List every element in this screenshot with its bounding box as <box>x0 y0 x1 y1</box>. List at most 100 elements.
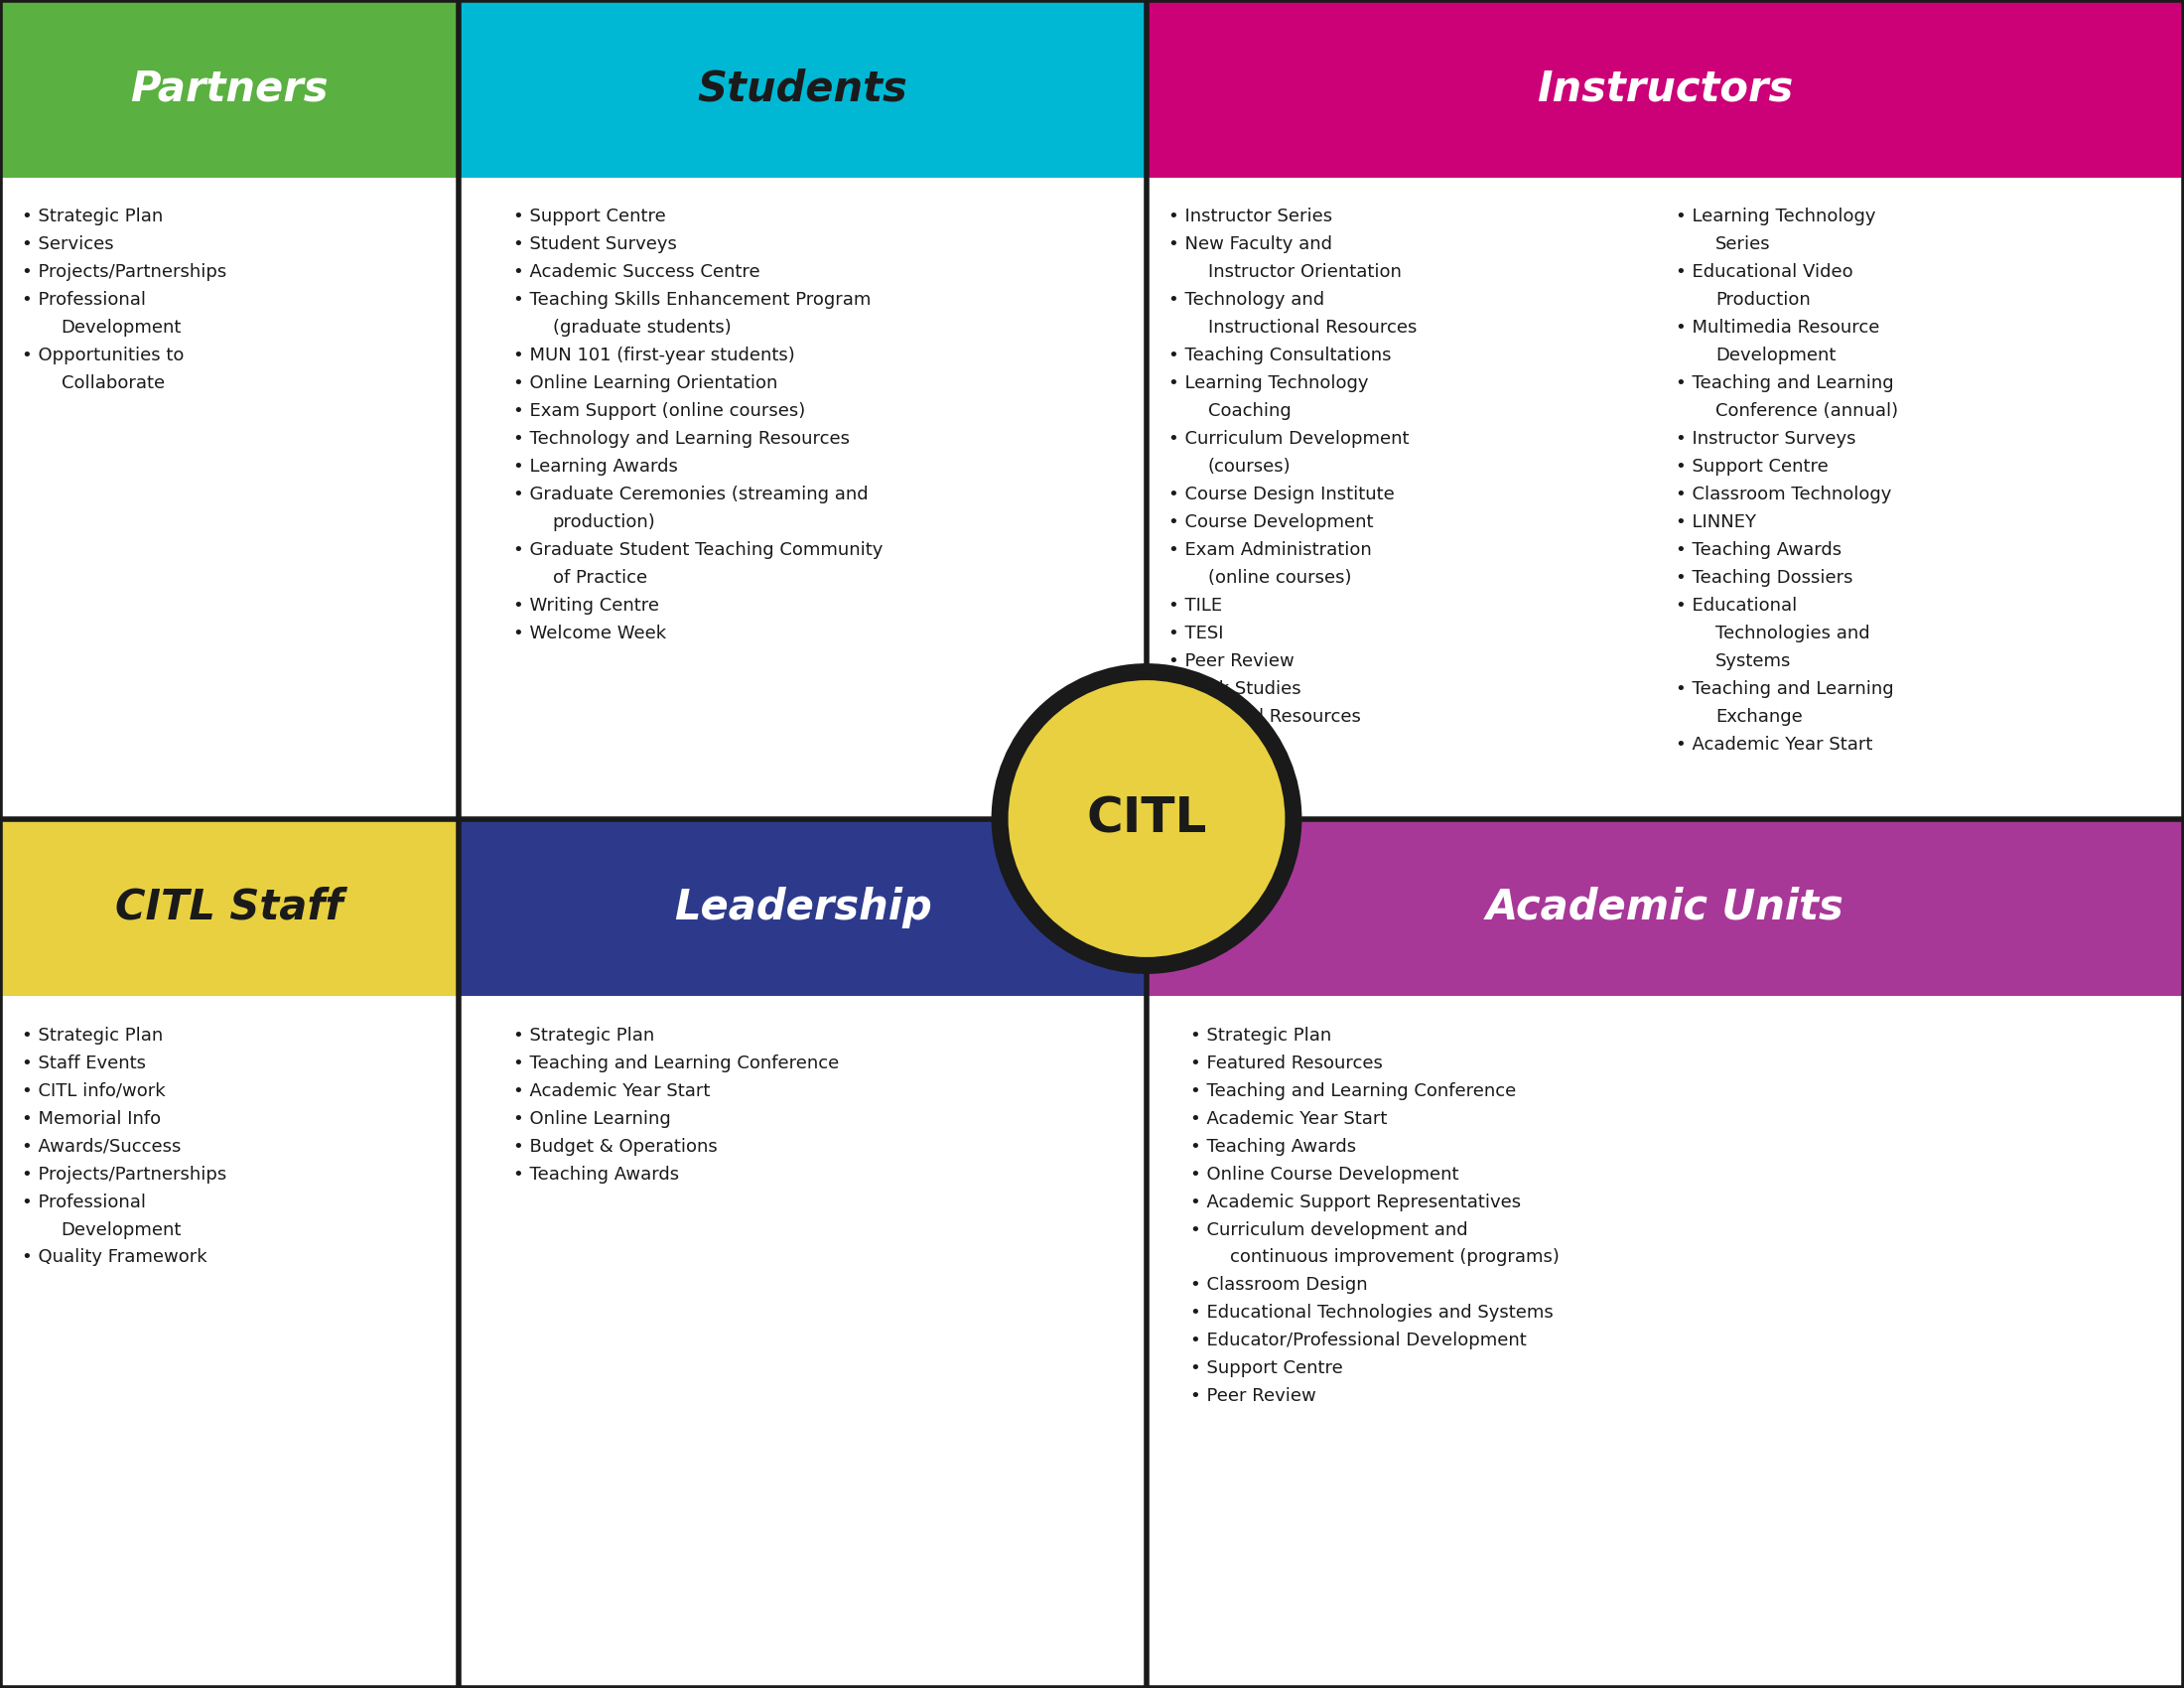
Text: • Professional: • Professional <box>22 1193 146 1210</box>
Text: CITL: CITL <box>1085 795 1208 842</box>
Text: • Teaching and Learning: • Teaching and Learning <box>1677 375 1894 392</box>
Text: • Teaching Consultations: • Teaching Consultations <box>1168 346 1391 365</box>
Text: • TILE: • TILE <box>1168 596 1223 614</box>
Text: • Services: • Services <box>22 235 114 253</box>
Text: • Projects/Partnerships: • Projects/Partnerships <box>22 263 227 282</box>
Text: • Academic Year Start: • Academic Year Start <box>513 1082 710 1101</box>
Text: • Professional: • Professional <box>22 290 146 309</box>
Bar <box>0 0 459 819</box>
Text: • Peer Review: • Peer Review <box>1190 1388 1317 1406</box>
Text: • Graduate Ceremonies (streaming and: • Graduate Ceremonies (streaming and <box>513 486 869 503</box>
Text: • New Faculty and: • New Faculty and <box>1168 235 1332 253</box>
Text: • Teaching Awards: • Teaching Awards <box>1190 1138 1356 1155</box>
Text: • Exam Support (online courses): • Exam Support (online courses) <box>513 402 806 420</box>
Text: • Teaching Awards: • Teaching Awards <box>1677 542 1841 559</box>
Text: • Online Course Development: • Online Course Development <box>1190 1165 1459 1183</box>
Text: • Staff Events: • Staff Events <box>22 1053 146 1072</box>
Text: • Educational: • Educational <box>1677 596 1797 614</box>
Text: • Educational Technologies and Systems: • Educational Technologies and Systems <box>1190 1305 1553 1322</box>
Text: • Curriculum development and: • Curriculum development and <box>1190 1220 1468 1239</box>
Text: • Teaching and Learning: • Teaching and Learning <box>1677 680 1894 697</box>
Ellipse shape <box>1009 680 1284 957</box>
Text: • Educational Video: • Educational Video <box>1677 263 1854 282</box>
Bar <box>0 819 459 996</box>
Text: • Support Centre: • Support Centre <box>1677 457 1828 476</box>
Text: • Strategic Plan: • Strategic Plan <box>1190 1026 1332 1045</box>
Text: Partners: Partners <box>131 68 328 110</box>
Text: • Writing Centre: • Writing Centre <box>513 596 660 614</box>
Text: • Budget & Operations: • Budget & Operations <box>513 1138 719 1155</box>
Text: • CITL info/work: • CITL info/work <box>22 1082 166 1101</box>
Text: • Peer Review: • Peer Review <box>1168 652 1295 670</box>
Text: • Instructor Series: • Instructor Series <box>1168 208 1332 226</box>
Text: Instructional Resources: Instructional Resources <box>1208 319 1417 336</box>
Text: Production: Production <box>1717 290 1811 309</box>
Text: Conference (annual): Conference (annual) <box>1717 402 1898 420</box>
Text: • Strategic Plan: • Strategic Plan <box>22 208 164 226</box>
Bar <box>0 819 459 1688</box>
Text: • Book Studies: • Book Studies <box>1168 680 1302 697</box>
Text: Technologies and: Technologies and <box>1717 625 1870 643</box>
Text: Coaching: Coaching <box>1208 402 1291 420</box>
Text: • Learning Technology: • Learning Technology <box>1168 375 1369 392</box>
Text: Series: Series <box>1717 235 1771 253</box>
Text: (graduate students): (graduate students) <box>553 319 732 336</box>
Text: • Support Centre: • Support Centre <box>513 208 666 226</box>
Text: • Academic Year Start: • Academic Year Start <box>1677 736 1874 753</box>
Text: • Technology and: • Technology and <box>1168 290 1324 309</box>
Ellipse shape <box>992 663 1302 974</box>
Bar <box>459 0 1147 819</box>
Text: • Academic Success Centre: • Academic Success Centre <box>513 263 760 282</box>
Text: CITL Staff: CITL Staff <box>116 886 343 928</box>
Bar <box>459 0 1147 177</box>
Text: • TESI: • TESI <box>1168 625 1223 643</box>
Text: • Awards/Success: • Awards/Success <box>22 1138 181 1155</box>
Bar <box>0 0 459 177</box>
Text: Instructor Orientation: Instructor Orientation <box>1208 263 1402 282</box>
Text: Development: Development <box>1717 346 1837 365</box>
Text: • Course Development: • Course Development <box>1168 513 1374 532</box>
Bar <box>1147 0 2184 177</box>
Bar <box>459 819 1147 1688</box>
Text: • Instructor Surveys: • Instructor Surveys <box>1677 430 1856 447</box>
Text: Students: Students <box>697 68 909 110</box>
Bar <box>1147 819 2184 996</box>
Text: • Support Centre: • Support Centre <box>1190 1361 1343 1377</box>
Text: • Student Surveys: • Student Surveys <box>513 235 677 253</box>
Text: • Course Design Institute: • Course Design Institute <box>1168 486 1396 503</box>
Text: • Strategic Plan: • Strategic Plan <box>22 1026 164 1045</box>
Text: • Teaching and Learning Conference: • Teaching and Learning Conference <box>513 1053 839 1072</box>
Text: Collaborate: Collaborate <box>61 375 164 392</box>
Bar <box>459 819 1147 996</box>
Text: • Graduate Student Teaching Community: • Graduate Student Teaching Community <box>513 542 882 559</box>
Text: • Quality Framework: • Quality Framework <box>22 1249 207 1266</box>
Text: Instructors: Instructors <box>1538 68 1793 110</box>
Text: • Teaching Skills Enhancement Program: • Teaching Skills Enhancement Program <box>513 290 871 309</box>
Text: • Learning Technology: • Learning Technology <box>1677 208 1876 226</box>
Text: • LINNEY: • LINNEY <box>1677 513 1756 532</box>
Text: • Academic Support Representatives: • Academic Support Representatives <box>1190 1193 1520 1210</box>
Text: • Classroom Technology: • Classroom Technology <box>1677 486 1891 503</box>
Text: • Academic Year Start: • Academic Year Start <box>1190 1109 1387 1128</box>
Text: Development: Development <box>61 1220 181 1239</box>
Text: Exchange: Exchange <box>1717 707 1802 726</box>
Bar <box>1147 0 2184 819</box>
Text: • Featured Resources: • Featured Resources <box>1190 1053 1382 1072</box>
Text: • Curriculum Development: • Curriculum Development <box>1168 430 1409 447</box>
Text: production): production) <box>553 513 655 532</box>
Text: Academic Units: Academic Units <box>1487 886 1843 928</box>
Text: • Teaching Dossiers: • Teaching Dossiers <box>1677 569 1854 587</box>
Text: • Online Learning: • Online Learning <box>513 1109 670 1128</box>
Text: • Online Learning Orientation: • Online Learning Orientation <box>513 375 778 392</box>
Text: continuous improvement (programs): continuous improvement (programs) <box>1230 1249 1559 1266</box>
Text: Development: Development <box>61 319 181 336</box>
Text: • Featured Resources: • Featured Resources <box>1168 707 1361 726</box>
Text: • MUN 101 (first-year students): • MUN 101 (first-year students) <box>513 346 795 365</box>
Text: of Practice: of Practice <box>553 569 646 587</box>
Text: • Teaching and Learning Conference: • Teaching and Learning Conference <box>1190 1082 1516 1101</box>
Text: • Memorial Info: • Memorial Info <box>22 1109 162 1128</box>
Text: • Learning Awards: • Learning Awards <box>513 457 677 476</box>
Text: (courses): (courses) <box>1208 457 1291 476</box>
Text: Leadership: Leadership <box>673 886 933 928</box>
Text: • Teaching Awards: • Teaching Awards <box>513 1165 679 1183</box>
